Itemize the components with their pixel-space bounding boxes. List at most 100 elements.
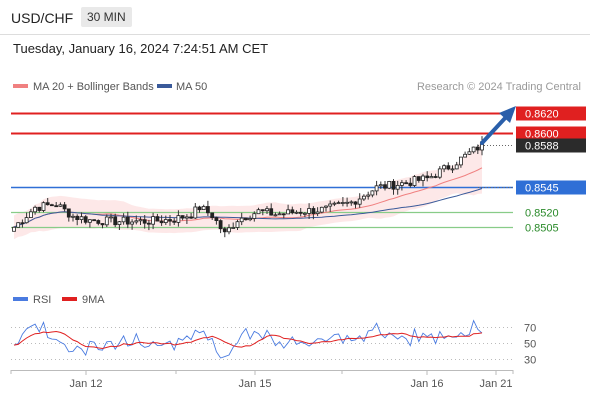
candles-layer: [12, 136, 484, 238]
candle-body: [163, 219, 168, 223]
candle-body: [58, 204, 63, 207]
candle-body: [357, 198, 362, 205]
resistance-label: 0.8600: [525, 129, 559, 141]
ma50-legend-swatch: [157, 84, 172, 88]
pair-label: USD/CHF: [11, 10, 74, 26]
bollinger-band-layer: [14, 142, 482, 240]
candle-body: [475, 146, 480, 151]
bollinger-band: [14, 142, 482, 240]
candle-body: [45, 202, 50, 206]
x-axis-ticks: Jan 12 Jan 15 Jan 16 Jan 21: [10, 370, 514, 390]
forecast-arrow-head: [499, 106, 516, 123]
candle-body: [332, 202, 337, 205]
candle-body: [92, 219, 96, 222]
x-tick-label: Jan 21: [479, 378, 512, 390]
candle-body: [286, 209, 291, 215]
candle-body: [205, 206, 210, 214]
pivot-label: 0.8545: [525, 183, 559, 195]
candle-body: [463, 153, 468, 158]
candle-body: [391, 180, 396, 190]
candle-body: [290, 209, 295, 214]
candle-body: [176, 215, 181, 223]
ma50-line: [13, 188, 483, 228]
last-price-box: [516, 138, 586, 153]
candle-body: [134, 220, 139, 223]
candle-body: [193, 206, 198, 219]
candle-body: [437, 168, 442, 178]
candle-body: [252, 213, 257, 219]
candle-body: [467, 151, 472, 155]
rsi-ma-line: [13, 330, 483, 350]
candle-body: [243, 217, 248, 221]
candle-body: [399, 182, 404, 186]
candle-body: [277, 213, 282, 216]
candle-body: [151, 216, 156, 225]
rsi-ma-legend-label: 9MA: [82, 294, 105, 306]
candle-body: [54, 205, 59, 208]
rsi-lines: [13, 319, 483, 359]
forecast-arrow-layer: [480, 106, 516, 145]
candle-body: [425, 175, 430, 179]
candle-body: [265, 208, 269, 212]
rsi-tick-label: 70: [524, 323, 536, 335]
candle-body: [311, 208, 316, 214]
candle-body: [345, 201, 350, 204]
candle-body: [130, 221, 135, 225]
rsi-grid: 70 50 30: [11, 323, 536, 367]
candle-body: [96, 220, 101, 224]
support-label: 0.8520: [525, 208, 559, 220]
resistance-label: 0.8620: [525, 109, 559, 121]
candle-body: [109, 216, 113, 219]
candle-body: [66, 208, 71, 218]
candle-body: [361, 195, 366, 200]
candle-body: [218, 220, 223, 230]
candle-body: [294, 211, 299, 214]
candle-body: [201, 206, 206, 210]
rsi-legend-label: RSI: [33, 294, 51, 306]
candle-body: [454, 164, 459, 170]
candle-body: [222, 228, 227, 233]
candle-body: [125, 216, 130, 225]
candle-body: [142, 219, 147, 224]
candle-body: [248, 218, 253, 221]
candle-body: [450, 168, 455, 171]
x-tick-label: Jan 12: [69, 378, 102, 390]
candle-body: [307, 208, 312, 214]
candle-body: [336, 202, 341, 205]
candle-body: [231, 227, 236, 229]
candle-body: [370, 190, 375, 196]
candle-body: [421, 175, 425, 181]
candle-body: [471, 146, 476, 153]
rsi-legend-swatch: [13, 297, 28, 301]
candle-body: [12, 226, 16, 232]
candle-body: [378, 184, 383, 187]
timeframe-badge[interactable]: 30 MIN: [81, 7, 132, 27]
candle-body: [235, 221, 240, 228]
candle-body: [180, 215, 185, 219]
candle-body: [16, 222, 21, 228]
price-levels-layer: [11, 112, 513, 229]
x-tick-label: Jan 15: [238, 378, 271, 390]
candle-body: [302, 212, 307, 215]
candle-body: [41, 202, 46, 211]
candle-body: [315, 211, 320, 215]
ma20-legend-swatch: [13, 84, 28, 88]
resistance-label-box: [516, 126, 586, 141]
candle-body: [273, 214, 278, 217]
candle-body: [429, 176, 434, 179]
candle-body: [366, 194, 371, 197]
support-label: 0.8505: [525, 223, 559, 235]
candle-body: [117, 221, 122, 225]
candle-body: [319, 206, 324, 213]
candle-body: [28, 211, 33, 219]
x-tick-label: Jan 16: [410, 378, 443, 390]
candle-body: [24, 217, 29, 224]
candle-body: [281, 213, 286, 216]
resistance-label-box: [516, 106, 586, 121]
pivot-label-box: [516, 180, 586, 195]
candle-body: [404, 182, 409, 185]
candle-body: [227, 227, 231, 233]
candle-body: [353, 201, 358, 205]
